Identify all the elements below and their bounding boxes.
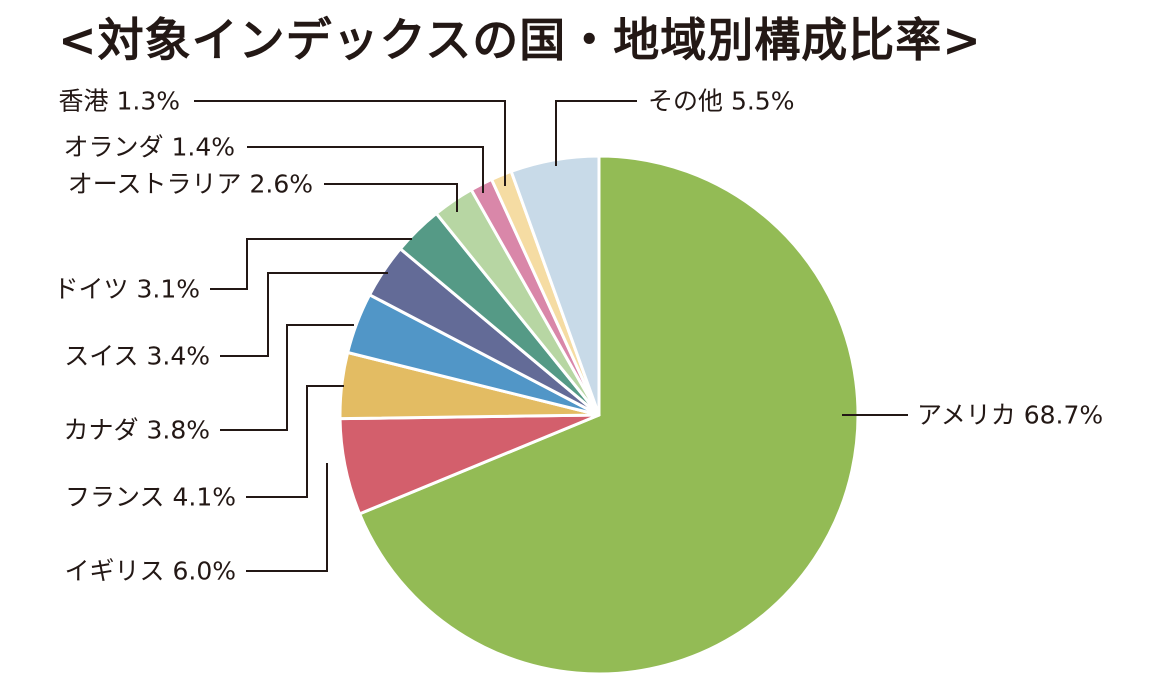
slice-label-0: アメリカ 68.7% xyxy=(917,401,1103,430)
slice-label-4: スイス 3.4% xyxy=(64,342,210,371)
leader-line-6 xyxy=(324,183,458,212)
leader-line-3 xyxy=(220,324,354,431)
leader-line-1 xyxy=(246,463,328,572)
slice-label-6: オーストラリア 2.6% xyxy=(68,170,313,199)
slice-label-1: イギリス 6.0% xyxy=(65,557,236,586)
leader-line-7 xyxy=(247,146,484,193)
leader-line-2 xyxy=(246,385,344,498)
slice-label-8: 香港 1.3% xyxy=(59,87,180,116)
slice-label-3: カナダ 3.8% xyxy=(64,416,210,445)
leader-line-9 xyxy=(555,100,637,166)
chart-title: <対象インデックスの国・地域別構成比率> xyxy=(58,13,982,67)
leader-line-5 xyxy=(210,238,412,290)
slice-0 xyxy=(358,154,860,676)
leader-line-8 xyxy=(194,100,506,186)
leader-line-4 xyxy=(220,272,388,357)
slice-9 xyxy=(509,154,601,417)
slice-label-7: オランダ 1.4% xyxy=(64,133,235,162)
slice-label-9: その他 5.5% xyxy=(648,87,794,116)
slice-label-2: フランス 4.1% xyxy=(65,483,236,512)
slice-label-5: ドイツ 3.1% xyxy=(54,275,200,304)
